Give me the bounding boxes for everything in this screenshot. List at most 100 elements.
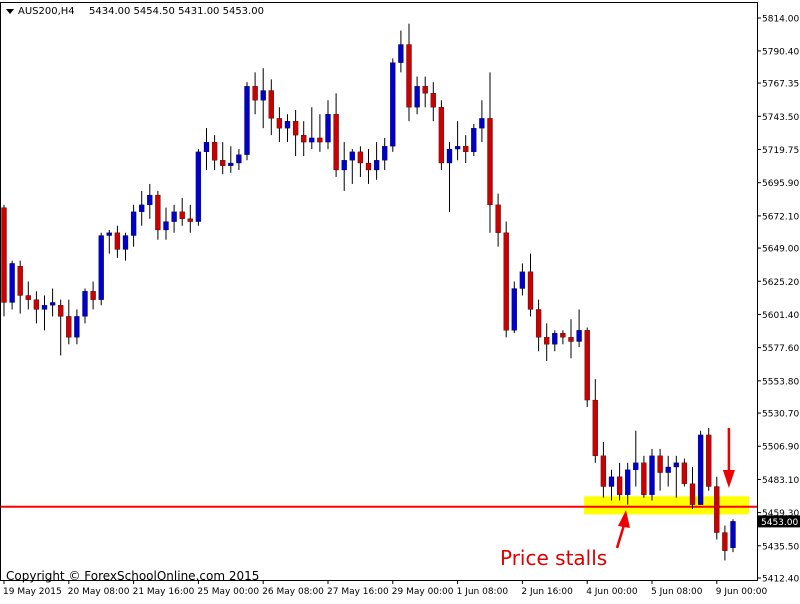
x-tick-label: 27 May 16:00	[327, 587, 389, 597]
candle	[439, 100, 444, 170]
candle-body	[407, 44, 412, 107]
candle-body	[415, 86, 420, 107]
candle-body	[236, 155, 241, 163]
x-tick-label: 26 May 08:00	[262, 587, 324, 597]
x-tick-label: 29 May 00:00	[392, 587, 454, 597]
candle-body	[26, 295, 31, 299]
candle-body	[625, 470, 630, 495]
candle-body	[326, 114, 331, 142]
y-tick-label: 5649.00	[762, 245, 799, 255]
candle-body	[123, 236, 128, 250]
candle	[512, 282, 517, 334]
candle-body	[617, 477, 622, 495]
candle-body	[609, 477, 614, 487]
candle-body	[317, 138, 322, 142]
candle-body	[512, 289, 517, 331]
candle-body	[245, 86, 250, 154]
price-stalls-annotation: Price stalls	[500, 546, 607, 570]
candle-body	[552, 333, 557, 344]
candle-body	[334, 114, 339, 170]
candle-body	[366, 163, 371, 170]
candle	[471, 124, 476, 156]
y-tick-label: 5695.90	[762, 179, 799, 189]
candle	[585, 328, 590, 407]
candle-body	[196, 152, 201, 222]
x-tick-label: 4 Jun 00:00	[586, 587, 638, 597]
candle-body	[115, 233, 120, 250]
candle-body	[74, 316, 79, 337]
candle-body	[560, 333, 565, 337]
candle	[706, 428, 711, 491]
candle	[99, 233, 104, 306]
candle-body	[658, 456, 663, 473]
candle-body	[50, 302, 55, 305]
candle-body	[496, 205, 501, 233]
candle-body	[350, 152, 355, 160]
candle-body	[488, 118, 493, 204]
candle-body	[731, 521, 736, 547]
candle-body	[528, 272, 533, 310]
y-tick-label: 5435.50	[762, 542, 799, 552]
candle-body	[10, 263, 15, 302]
candle-body	[690, 484, 695, 505]
candle	[196, 149, 201, 226]
candle-body	[253, 86, 258, 100]
candle-body	[504, 233, 509, 331]
candle-body	[479, 118, 484, 128]
candle	[2, 205, 7, 317]
candle-body	[99, 236, 104, 300]
candle-body	[172, 212, 177, 222]
copyright-text: Copyright © ForexSchoolOnline.com 2015	[6, 569, 259, 583]
y-tick-label: 5672.10	[762, 212, 799, 222]
candle-body	[520, 272, 525, 289]
candle-body	[42, 305, 47, 309]
candle-body	[447, 149, 452, 163]
candle-body	[83, 291, 88, 316]
candle-body	[633, 463, 638, 470]
candle-body	[577, 330, 582, 341]
candle-body	[342, 160, 347, 170]
candle-body	[698, 435, 703, 505]
candle	[504, 222, 509, 338]
candle-body	[569, 337, 574, 341]
x-tick-label: 21 May 16:00	[133, 587, 195, 597]
candle-body	[309, 138, 314, 142]
candle-body	[666, 467, 671, 473]
x-tick-label: 1 Jun 08:00	[457, 587, 509, 597]
candle-body	[18, 266, 23, 295]
x-tick-label: 5 Jun 08:00	[651, 587, 703, 597]
y-tick-label: 5625.20	[762, 278, 799, 288]
x-tick-label: 19 May 2015	[3, 587, 62, 597]
y-tick-label: 5601.40	[762, 311, 799, 321]
candle-body	[147, 195, 152, 205]
x-tick-label: 2 Jun 16:00	[521, 587, 573, 597]
y-tick-label: 5530.70	[762, 410, 799, 420]
candle-body	[374, 160, 379, 170]
candle-body	[293, 121, 298, 135]
candle-body	[585, 330, 590, 400]
candle-body	[455, 146, 460, 149]
candle-body	[2, 208, 7, 303]
candle-body	[164, 222, 169, 230]
candle-body	[593, 400, 598, 456]
candle-body	[674, 463, 679, 467]
candle	[698, 431, 703, 505]
x-tick-label: 20 May 08:00	[68, 587, 130, 597]
candle-body	[204, 142, 209, 152]
candle-body	[188, 219, 193, 222]
symbol-timeframe: AUS200,H4	[18, 6, 75, 17]
candle-body	[722, 533, 727, 551]
candle-body	[285, 121, 290, 128]
candle-body	[34, 300, 39, 310]
x-tick-label: 9 Jun 00:00	[716, 587, 768, 597]
candle-body	[58, 305, 63, 316]
candle-body	[471, 128, 476, 152]
candle-body	[431, 93, 436, 107]
ohlc-values: 5434.00 5454.50 5431.00 5453.00	[89, 6, 264, 17]
candle-body	[228, 163, 233, 166]
y-tick-label: 5412.40	[762, 575, 799, 585]
candle-body	[463, 146, 468, 152]
candle	[731, 519, 736, 552]
candle	[650, 449, 655, 501]
